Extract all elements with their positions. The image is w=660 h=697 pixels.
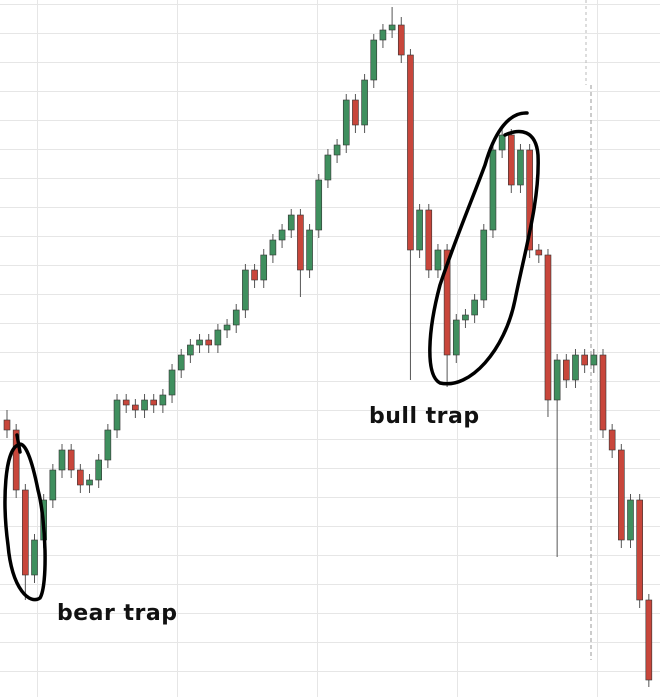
candle-body [324, 154, 332, 181]
candle-body [150, 399, 158, 406]
candle-body [260, 254, 268, 281]
candle-body [141, 399, 148, 411]
candle-body [581, 354, 588, 366]
candle-body [113, 399, 121, 431]
candle-body [434, 249, 442, 271]
candle-body [397, 24, 405, 56]
candle-body [58, 449, 66, 471]
candle-body [590, 354, 598, 366]
candle-body [297, 214, 304, 271]
candle-body [517, 149, 524, 186]
candle-body [95, 459, 102, 481]
candle-body [67, 449, 75, 471]
candle-body [31, 539, 38, 576]
candle-body [627, 499, 634, 541]
candle-body [618, 449, 625, 541]
candle-body [370, 39, 378, 81]
candle-body [608, 429, 616, 451]
candle-body [599, 354, 607, 431]
candle-body [563, 359, 570, 381]
candle-body [636, 499, 643, 601]
candle-body [462, 314, 469, 321]
candle-body [553, 359, 561, 401]
candle-body [251, 269, 258, 281]
candle-body [86, 479, 93, 486]
candle-body [416, 209, 423, 251]
candle-body [342, 99, 350, 146]
candle-body [205, 339, 213, 346]
candle-body [287, 214, 295, 231]
candle-body [12, 429, 20, 491]
candle-body [498, 134, 506, 151]
annotation: bear trap [57, 601, 177, 626]
candle-body [443, 249, 451, 356]
hand-drawn-circle [3, 433, 47, 602]
candle-body [452, 319, 460, 356]
candle-body [3, 419, 11, 431]
candle-body [306, 229, 313, 271]
candle-body [544, 254, 552, 401]
candle-body [471, 299, 478, 316]
candle-body [526, 149, 533, 251]
candle-body [232, 309, 240, 326]
candle-body [278, 229, 286, 241]
candle-body [196, 339, 203, 346]
candle-body [122, 399, 130, 406]
candle-body [315, 179, 323, 231]
candle-body [535, 249, 543, 256]
candle-body [361, 79, 368, 126]
candle-body [388, 24, 396, 31]
candle-body [269, 239, 277, 256]
candle-body [333, 144, 341, 156]
candles [3, 7, 653, 687]
candle-body [77, 469, 84, 486]
candle-body [242, 269, 249, 311]
candle-body [22, 489, 29, 576]
candle-body [168, 369, 176, 396]
candle-body [214, 329, 222, 346]
candle-body [223, 324, 231, 331]
candle-body [159, 394, 167, 406]
candle-body [49, 469, 57, 501]
candle-body [104, 429, 112, 461]
candle-body [177, 354, 185, 371]
candle-body [480, 229, 488, 301]
candle-body [489, 149, 497, 231]
candle-body [425, 209, 433, 271]
candle-body [407, 54, 414, 251]
candle-body [132, 404, 139, 411]
candle-body [645, 599, 653, 681]
candle-body [379, 29, 387, 41]
candle-body [352, 99, 359, 126]
candle-body [187, 344, 194, 356]
candle-body [507, 134, 515, 186]
annotation: bull trap [369, 404, 480, 429]
hand-drawn-circle [428, 111, 540, 386]
candle-body [572, 354, 579, 381]
